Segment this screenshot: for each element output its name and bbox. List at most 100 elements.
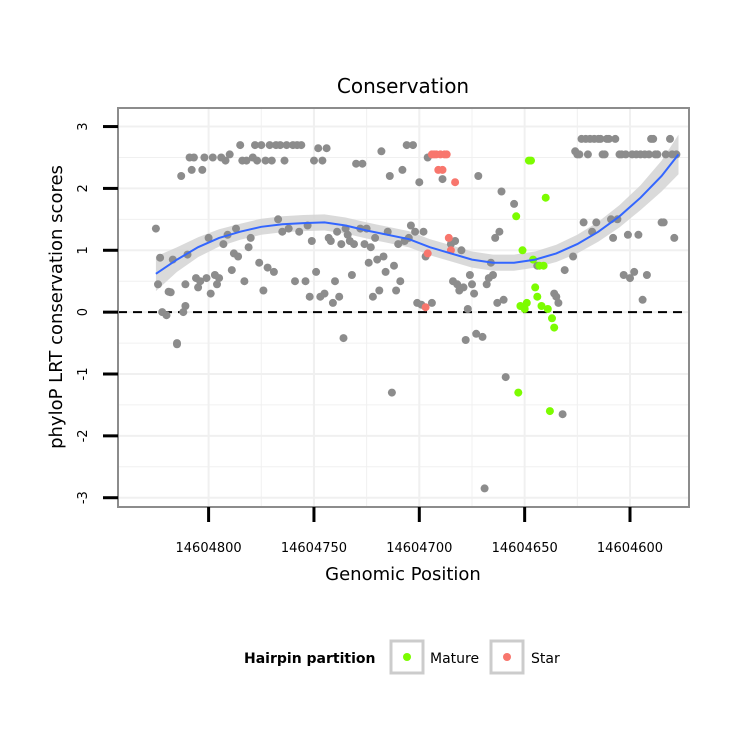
- point-other: [301, 277, 310, 286]
- point-other: [187, 165, 196, 174]
- smooth-fit-line: [155, 153, 680, 275]
- point-other: [335, 292, 344, 301]
- point-other: [552, 292, 561, 301]
- point-other: [295, 227, 304, 236]
- point-other: [415, 178, 424, 187]
- point-other: [634, 230, 643, 239]
- point-other: [468, 280, 476, 289]
- point-other: [259, 286, 268, 295]
- point-other: [251, 141, 259, 150]
- point-other: [240, 277, 249, 286]
- point-other: [453, 280, 462, 289]
- point-other: [280, 156, 289, 165]
- x-axis-label: Genomic Position: [325, 564, 481, 585]
- point-other: [326, 237, 335, 245]
- y-tick-label: 2: [76, 184, 91, 192]
- point-other: [642, 271, 651, 279]
- point-other: [219, 240, 228, 249]
- point-other: [491, 233, 500, 242]
- point-other: [305, 292, 314, 301]
- legend-title: Hairpin partition: [244, 651, 375, 667]
- point-star: [438, 165, 447, 174]
- point-star: [451, 178, 460, 187]
- point-mature: [550, 323, 559, 332]
- legend-entry-star: Star: [489, 639, 560, 675]
- x-tick-label: 14604800: [176, 541, 242, 556]
- y-tick-label: -2: [76, 429, 91, 442]
- point-other: [347, 271, 356, 279]
- point-other: [196, 277, 205, 286]
- point-other: [392, 286, 401, 295]
- point-other: [402, 141, 411, 150]
- point-other: [375, 286, 384, 295]
- point-other: [331, 277, 339, 286]
- point-other: [609, 233, 618, 242]
- point-other: [600, 150, 609, 159]
- points-layer: [151, 134, 681, 493]
- point-other: [592, 218, 601, 227]
- y-axis-label: phyloP LRT conservation scores: [46, 165, 67, 449]
- point-other: [246, 233, 255, 242]
- point-other: [390, 261, 398, 270]
- point-mature: [541, 193, 550, 202]
- point-other: [619, 271, 628, 279]
- point-other: [265, 141, 274, 150]
- point-other: [156, 253, 165, 262]
- point-other: [438, 175, 447, 184]
- point-other: [276, 141, 285, 150]
- point-other: [208, 153, 217, 162]
- point-other: [278, 227, 287, 236]
- point-other: [154, 280, 162, 289]
- point-other: [181, 280, 190, 289]
- point-other: [322, 144, 331, 153]
- point-other: [493, 298, 502, 307]
- point-other: [232, 224, 240, 233]
- point-other: [472, 329, 481, 338]
- point-other: [649, 134, 658, 143]
- point-other: [263, 263, 272, 272]
- point-other: [604, 134, 613, 143]
- point-other: [343, 230, 352, 239]
- point-other: [274, 215, 283, 224]
- point-other: [478, 332, 487, 341]
- point-other: [623, 230, 632, 239]
- point-other: [385, 172, 394, 180]
- point-mature: [537, 302, 546, 310]
- point-other: [364, 258, 373, 267]
- point-mature: [548, 314, 556, 323]
- point-mature: [512, 212, 521, 221]
- legend-label-mature: Mature: [430, 651, 479, 667]
- point-other: [645, 150, 653, 159]
- point-other: [482, 280, 491, 289]
- x-tick-label: 14604600: [597, 541, 663, 556]
- point-mature: [531, 283, 540, 292]
- point-other: [666, 134, 674, 143]
- point-other: [672, 150, 681, 159]
- point-other: [337, 240, 346, 249]
- point-other: [257, 141, 266, 150]
- point-other: [510, 199, 519, 208]
- point-other: [501, 373, 510, 382]
- point-other: [234, 252, 243, 261]
- y-axis: -3 -2 -1 0 1 2 3: [76, 122, 118, 504]
- plot-panel-border: [117, 107, 690, 508]
- point-other: [387, 388, 396, 397]
- point-other: [661, 150, 670, 159]
- point-other: [470, 289, 479, 298]
- point-other: [244, 243, 253, 252]
- legend-entry-mature: Mature: [389, 639, 479, 675]
- point-other: [312, 267, 321, 276]
- point-other: [339, 334, 348, 343]
- point-other: [373, 255, 382, 264]
- x-tick-label: 14604750: [281, 541, 347, 556]
- point-other: [480, 484, 489, 493]
- point-other: [630, 267, 639, 276]
- point-other: [499, 295, 508, 304]
- point-other: [457, 246, 466, 255]
- point-other: [320, 289, 329, 298]
- point-other: [236, 141, 245, 150]
- legend-dot-star: [503, 653, 511, 661]
- point-mature: [514, 388, 523, 397]
- point-other: [638, 295, 647, 304]
- point-other: [558, 410, 567, 419]
